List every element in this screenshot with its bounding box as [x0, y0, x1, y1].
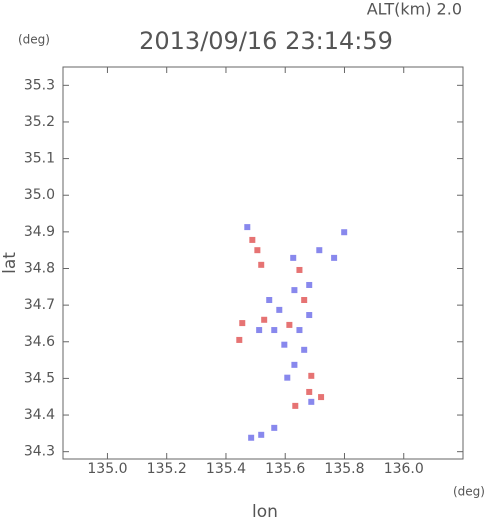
echo-point	[261, 316, 268, 323]
y-tick-label: 34.7	[24, 297, 55, 313]
echo-point	[266, 297, 273, 304]
echo-point	[316, 247, 323, 254]
echo-point	[306, 312, 313, 319]
echo-point	[236, 336, 243, 343]
echo-point	[331, 254, 338, 261]
x-tick-label: 135.2	[147, 461, 187, 477]
plot-frame	[62, 66, 464, 460]
echo-point	[306, 388, 313, 395]
x-axis-label: lon	[252, 502, 278, 521]
echo-point	[318, 394, 325, 401]
echo-point	[248, 434, 255, 441]
y-tick-label: 35.3	[24, 77, 55, 93]
echo-point	[256, 327, 263, 334]
chart-title: 2013/09/16 23:14:59	[139, 27, 393, 55]
echo-point	[296, 266, 303, 273]
echo-point	[341, 229, 348, 236]
echo-point	[296, 327, 303, 334]
echo-point	[308, 398, 315, 405]
echo-point	[291, 361, 298, 368]
echo-point	[290, 254, 297, 261]
y-tick-label: 34.5	[24, 370, 55, 386]
echo-point	[276, 306, 283, 313]
echo-point	[292, 402, 299, 409]
y-tick-label: 34.8	[24, 260, 55, 276]
altitude-label: ALT(km) 2.0	[367, 0, 462, 19]
x-tick-label: 135.0	[87, 461, 127, 477]
echo-point	[284, 374, 291, 381]
echo-point	[308, 372, 315, 379]
y-tick-label: 35.0	[24, 187, 55, 203]
y-tick-label: 35.2	[24, 114, 55, 130]
y-unit: (deg)	[18, 33, 50, 47]
y-tick-label: 34.9	[24, 224, 55, 240]
y-tick-label: 34.3	[24, 444, 55, 460]
x-unit: (deg)	[453, 485, 485, 499]
echo-point	[271, 327, 278, 334]
echo-point	[301, 297, 308, 304]
echo-point	[281, 341, 288, 348]
y-tick-label: 34.4	[24, 407, 55, 423]
echo-point	[258, 431, 265, 438]
echo-point	[286, 321, 293, 328]
y-tick-label: 35.1	[24, 151, 55, 167]
echo-point	[271, 424, 278, 431]
x-tick-label: 135.4	[206, 461, 246, 477]
x-tick-label: 135.6	[265, 461, 305, 477]
x-tick-label: 136.0	[384, 461, 424, 477]
y-axis-label: lat	[0, 252, 20, 274]
echo-point	[258, 261, 265, 268]
echo-point	[291, 287, 298, 294]
echo-point	[239, 320, 246, 327]
echo-point	[249, 236, 256, 243]
echo-point	[306, 281, 313, 288]
echo-point	[301, 346, 308, 353]
y-tick-label: 34.6	[24, 334, 55, 350]
echo-point	[254, 247, 261, 254]
x-tick-label: 135.8	[324, 461, 364, 477]
echo-point	[244, 224, 251, 231]
